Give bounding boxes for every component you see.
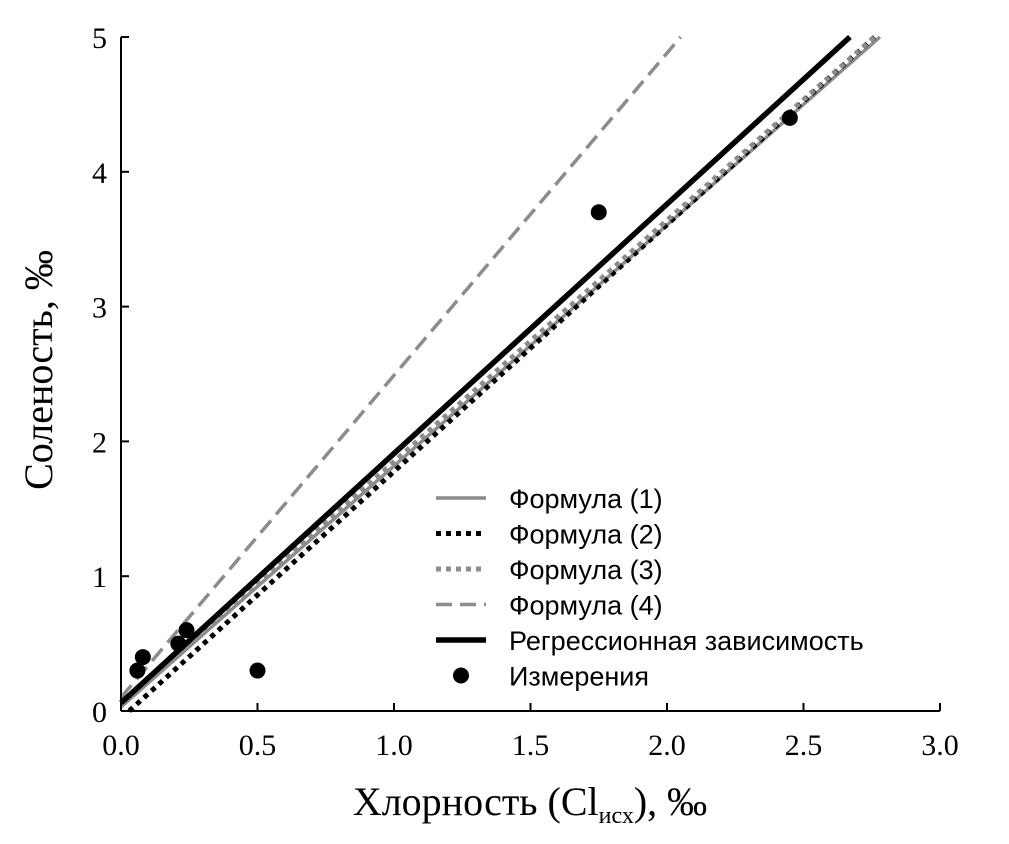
series-line-4 [119, 35, 682, 699]
legend-label: Формула (2) [509, 520, 663, 550]
x-tick-label: 2.0 [648, 729, 686, 762]
legend-label: Измерения [509, 662, 649, 692]
measurement-point [170, 635, 187, 652]
legend: Формула (1) Формула (2) Формула (3) Формула… [436, 484, 864, 692]
x-tick-label: 1.5 [512, 729, 550, 762]
x-tick-label: 3.0 [921, 729, 959, 762]
y-tick-label: 2 [92, 426, 107, 459]
axis-ticks: 0.0 0.5 1.0 1.5 2.0 2.5 3.0 0 1 2 3 4 5 [92, 22, 959, 762]
y-tick-label: 4 [92, 157, 107, 190]
y-tick-label: 1 [92, 561, 107, 594]
legend-label: Формула (1) [509, 484, 663, 514]
y-tick-label: 5 [92, 22, 107, 55]
y-tick-label: 3 [92, 292, 107, 325]
x-tick-label: 0.0 [102, 729, 140, 762]
series-line-5 [119, 34, 852, 705]
y-tick-label: 0 [92, 696, 107, 729]
measurement-point [249, 662, 266, 679]
measurement-point [590, 204, 607, 221]
series-line-2 [127, 35, 877, 713]
x-axis-title: Хлорность (Clисх), ‰ [353, 779, 707, 829]
legend-label: Регрессионная зависимость [509, 626, 864, 656]
measurement-point [129, 662, 146, 679]
legend-swatch [453, 667, 469, 684]
x-tick-label: 1.0 [375, 729, 413, 762]
legend-label: Формула (4) [509, 591, 663, 621]
plot-points [129, 109, 798, 679]
y-axis-title: Соленость, ‰ [16, 250, 61, 490]
legend-label: Формула (3) [509, 555, 663, 585]
measurement-point [781, 109, 798, 126]
measurement-point [178, 622, 195, 639]
measurement-point [134, 649, 151, 666]
x-tick-label: 0.5 [239, 729, 277, 762]
x-tick-label: 2.5 [785, 729, 823, 762]
series-line-3 [119, 35, 877, 705]
plot-lines [119, 34, 882, 713]
